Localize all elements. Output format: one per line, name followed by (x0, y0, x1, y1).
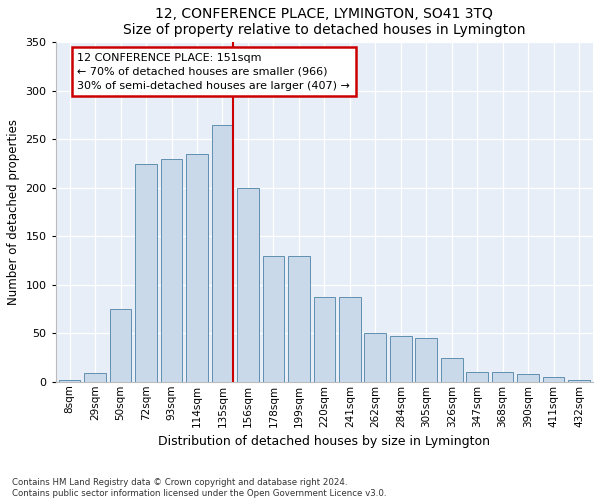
Bar (415, 338, 437, 382)
Bar (466, 372, 488, 382)
Bar (339, 298, 361, 382)
Bar (441, 358, 463, 382)
Bar (568, 380, 590, 382)
Bar (59, 380, 80, 382)
Bar (492, 372, 514, 382)
Bar (517, 374, 539, 382)
Bar (161, 159, 182, 382)
Bar (186, 154, 208, 382)
Title: 12, CONFERENCE PLACE, LYMINGTON, SO41 3TQ
Size of property relative to detached : 12, CONFERENCE PLACE, LYMINGTON, SO41 3T… (123, 7, 526, 37)
Bar (288, 256, 310, 382)
X-axis label: Distribution of detached houses by size in Lymington: Distribution of detached houses by size … (158, 435, 490, 448)
Bar (212, 125, 233, 382)
Bar (543, 377, 565, 382)
Bar (135, 164, 157, 382)
Text: Contains HM Land Registry data © Crown copyright and database right 2024.
Contai: Contains HM Land Registry data © Crown c… (12, 478, 386, 498)
Y-axis label: Number of detached properties: Number of detached properties (7, 119, 20, 305)
Bar (263, 256, 284, 382)
Bar (364, 334, 386, 382)
Text: 12 CONFERENCE PLACE: 151sqm
← 70% of detached houses are smaller (966)
30% of se: 12 CONFERENCE PLACE: 151sqm ← 70% of det… (77, 52, 350, 90)
Bar (85, 373, 106, 382)
Bar (237, 188, 259, 382)
Bar (110, 309, 131, 382)
Bar (314, 298, 335, 382)
Bar (390, 336, 412, 382)
